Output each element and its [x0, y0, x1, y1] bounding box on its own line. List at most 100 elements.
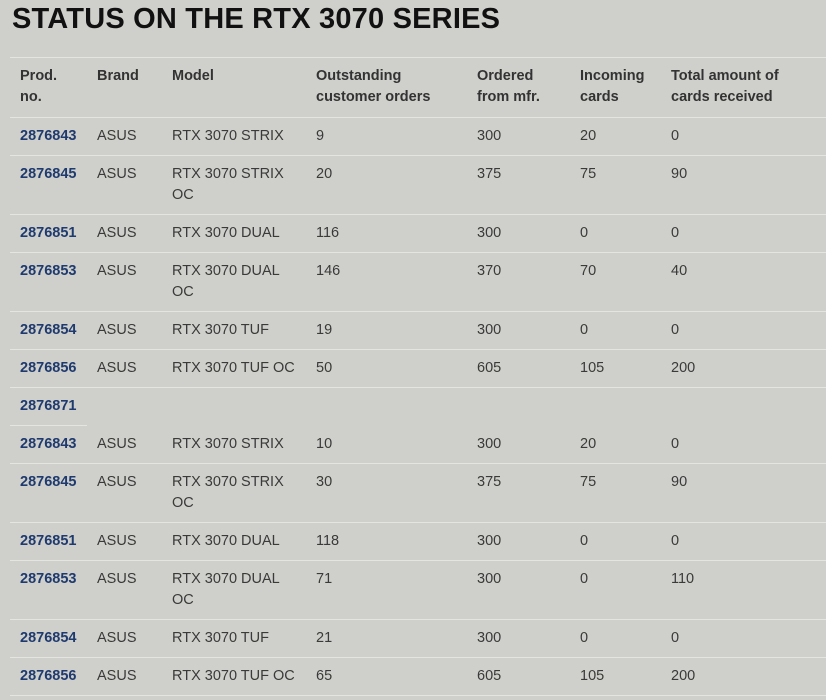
cell-ordered-from-mfr: 605: [467, 349, 570, 388]
cell-incoming-cards: 20: [570, 117, 661, 156]
cell-outstanding-orders: 71: [306, 560, 467, 620]
cell-prod-no: 2876851: [10, 522, 87, 561]
product-number-link[interactable]: 2876843: [20, 128, 77, 144]
cell-ordered-from-mfr: [467, 387, 570, 426]
cell-model: RTX 3070 STRIX: [162, 117, 306, 156]
cell-brand: ASUS: [87, 349, 162, 388]
table-row: 2876856 ASUS RTX 3070 TUF OC 65 605 105 200: [10, 657, 826, 696]
cell-incoming-cards: 0: [570, 522, 661, 561]
cell-model: RTX 3070 DUAL OC: [162, 560, 306, 620]
cell-total-received: 0: [661, 117, 826, 156]
cell-prod-no: 2876843: [10, 117, 87, 156]
cell-ordered-from-mfr: 605: [467, 657, 570, 696]
product-number-link[interactable]: 2876851: [20, 533, 77, 549]
cell-incoming-cards: 20: [570, 425, 661, 464]
cell-total-received: 0: [661, 522, 826, 561]
cell-brand: ASUS: [87, 657, 162, 696]
product-number-link[interactable]: 2876845: [20, 474, 77, 490]
cell-model: RTX 3070 STRIX: [162, 425, 306, 464]
cell-prod-no: 2876851: [10, 214, 87, 253]
header-ordered-from-mfr: Ordered from mfr.: [467, 57, 570, 118]
cell-model: RTX 3070 DUAL: [162, 522, 306, 561]
product-number-link[interactable]: 2876854: [20, 322, 77, 338]
cell-ordered-from-mfr: 375: [467, 155, 570, 215]
table-row: 2876853 ASUS RTX 3070 DUAL OC 146 370 70 40: [10, 252, 826, 312]
cell-outstanding-orders: 50: [306, 349, 467, 388]
cell-model: [162, 387, 306, 426]
cell-total-received: 0: [661, 311, 826, 350]
cell-outstanding-orders: 20: [306, 155, 467, 215]
cell-prod-no: 2876845: [10, 155, 87, 215]
cell-ordered-from-mfr: 300: [467, 619, 570, 658]
cell-total-received: 0: [661, 425, 826, 464]
cell-brand: ASUS: [87, 560, 162, 620]
cell-total-received: 200: [661, 349, 826, 388]
cell-incoming-cards: 105: [570, 657, 661, 696]
cell-total-received: 0: [661, 619, 826, 658]
product-number-link[interactable]: 2876851: [20, 225, 77, 241]
cell-ordered-from-mfr: 375: [467, 463, 570, 523]
cell-prod-no: 2876854: [10, 311, 87, 350]
cell-incoming-cards: 105: [570, 349, 661, 388]
cell-ordered-from-mfr: 300: [467, 311, 570, 350]
cell-outstanding-orders: 116: [306, 214, 467, 253]
product-number-link[interactable]: 2876871: [20, 398, 77, 414]
cell-brand: ASUS: [87, 311, 162, 350]
cell-outstanding-orders: 21: [306, 619, 467, 658]
table-row: 2876854 ASUS RTX 3070 TUF 19 300 0 0: [10, 311, 826, 350]
cell-brand: [87, 387, 162, 426]
cell-model: RTX 3070 TUF: [162, 311, 306, 350]
table-row: 2876843 ASUS RTX 3070 STRIX 9 300 20 0: [10, 117, 826, 156]
cell-brand: ASUS: [87, 214, 162, 253]
cell-model: RTX 3070 TUF OC: [162, 349, 306, 388]
cell-outstanding-orders: 65: [306, 657, 467, 696]
cell-incoming-cards: 0: [570, 214, 661, 253]
product-number-link[interactable]: 2876856: [20, 360, 77, 376]
cell-brand: ASUS: [87, 425, 162, 464]
header-incoming-cards: Incoming cards: [570, 57, 661, 118]
cell-outstanding-orders: 30: [306, 463, 467, 523]
table-row: 2876845 ASUS RTX 3070 STRIX OC 20 375 75 90: [10, 155, 826, 215]
cell-total-received: 0: [661, 214, 826, 253]
cell-brand: ASUS: [87, 252, 162, 312]
cell-incoming-cards: 0: [570, 560, 661, 620]
cell-prod-no: 2876856: [10, 349, 87, 388]
cell-prod-no: 2876853: [10, 560, 87, 620]
cell-ordered-from-mfr: 370: [467, 252, 570, 312]
cell-incoming-cards: 70: [570, 252, 661, 312]
cell-outstanding-orders: 118: [306, 522, 467, 561]
cell-incoming-cards: 75: [570, 155, 661, 215]
header-total-received: Total amount of cards received: [661, 57, 826, 118]
status-table: Prod. no. Brand Model Outstanding custom…: [10, 57, 826, 696]
cell-total-received: 200: [661, 657, 826, 696]
product-number-link[interactable]: 2876856: [20, 668, 77, 684]
cell-outstanding-orders: [306, 387, 467, 426]
cell-brand: ASUS: [87, 463, 162, 523]
header-prod-no: Prod. no.: [10, 57, 87, 118]
product-number-link[interactable]: 2876853: [20, 571, 77, 587]
table-body: 2876843 ASUS RTX 3070 STRIX 9 300 20 0 2876845 A…: [10, 117, 826, 696]
table-row: 2876843 ASUS RTX 3070 STRIX 10 300 20 0: [10, 425, 826, 464]
cell-prod-no: 2876871: [10, 387, 87, 426]
cell-ordered-from-mfr: 300: [467, 117, 570, 156]
table-row: 2876854 ASUS RTX 3070 TUF 21 300 0 0: [10, 619, 826, 658]
product-number-link[interactable]: 2876843: [20, 436, 77, 452]
product-number-link[interactable]: 2876845: [20, 166, 77, 182]
cell-prod-no: 2876843: [10, 425, 87, 464]
cell-total-received: [661, 387, 826, 426]
product-number-link[interactable]: 2876853: [20, 263, 77, 279]
cell-model: RTX 3070 STRIX OC: [162, 463, 306, 523]
cell-outstanding-orders: 146: [306, 252, 467, 312]
cell-incoming-cards: 75: [570, 463, 661, 523]
table-row: 2876845 ASUS RTX 3070 STRIX OC 30 375 75 90: [10, 463, 826, 523]
header-model: Model: [162, 57, 306, 118]
product-number-link[interactable]: 2876854: [20, 630, 77, 646]
table-row: 2876851 ASUS RTX 3070 DUAL 118 300 0 0: [10, 522, 826, 561]
cell-prod-no: 2876853: [10, 252, 87, 312]
cell-ordered-from-mfr: 300: [467, 425, 570, 464]
cell-model: RTX 3070 DUAL OC: [162, 252, 306, 312]
cell-brand: ASUS: [87, 155, 162, 215]
table-row: 2876853 ASUS RTX 3070 DUAL OC 71 300 0 110: [10, 560, 826, 620]
cell-total-received: 110: [661, 560, 826, 620]
